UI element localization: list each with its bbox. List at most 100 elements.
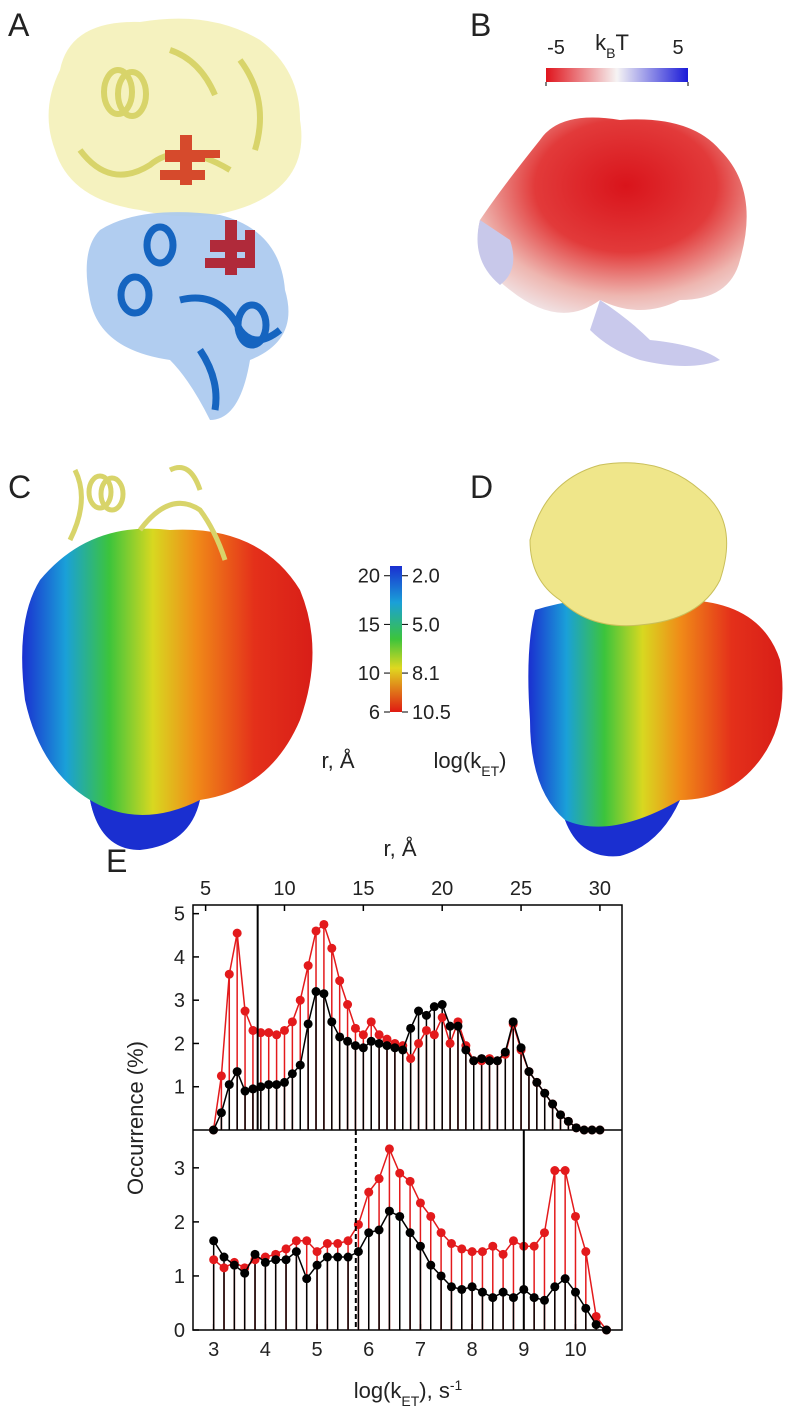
data-point <box>224 969 234 979</box>
x-tick-label: 3 <box>208 1339 219 1361</box>
data-point <box>529 1241 539 1251</box>
data-point <box>445 1038 455 1048</box>
data-point <box>312 1247 322 1257</box>
data-point <box>591 1320 601 1330</box>
data-point <box>539 1228 549 1238</box>
data-point <box>405 1176 415 1186</box>
data-point <box>421 1010 431 1020</box>
data-point <box>571 1123 581 1133</box>
data-point <box>219 1252 229 1262</box>
data-point <box>248 1025 258 1035</box>
data-point <box>240 1086 250 1096</box>
data-point <box>382 1041 392 1051</box>
data-point <box>446 1282 456 1292</box>
data-point <box>279 1025 289 1035</box>
data-point <box>287 1017 297 1027</box>
label-part: B <box>606 45 615 61</box>
data-point <box>436 1228 446 1238</box>
data-point <box>335 1032 345 1042</box>
data-point <box>415 1198 425 1208</box>
data-point <box>437 1000 447 1010</box>
data-point <box>343 1036 353 1046</box>
data-point <box>209 1255 219 1265</box>
data-point <box>548 1099 558 1109</box>
x-tick-label: 15 <box>352 878 374 900</box>
data-point <box>272 1030 282 1040</box>
data-point <box>374 1030 384 1040</box>
data-point <box>335 976 345 986</box>
data-point <box>248 1084 258 1094</box>
panel-b-image <box>477 117 747 366</box>
data-point <box>364 1187 374 1197</box>
data-point <box>219 1263 229 1273</box>
colorbar-tick-label: 15 <box>358 614 380 636</box>
data-point <box>560 1274 570 1284</box>
data-point <box>591 1311 601 1321</box>
x-axis-title: log(kET), s-1 <box>354 1377 463 1409</box>
data-point <box>406 1023 416 1033</box>
label-part: log(k <box>354 1378 403 1403</box>
label-part: ), s <box>419 1378 450 1403</box>
y-tick-label: 2 <box>174 1212 185 1234</box>
data-point <box>532 1077 542 1087</box>
label-part: ET <box>401 1393 419 1409</box>
data-point <box>508 1236 518 1246</box>
data-point <box>395 1211 405 1221</box>
data-point <box>303 961 313 971</box>
data-point <box>303 1019 313 1029</box>
data-point <box>477 1054 487 1064</box>
data-point <box>343 1236 353 1246</box>
data-point <box>295 995 305 1005</box>
label-part: ET <box>481 763 499 779</box>
data-point <box>374 1174 384 1184</box>
data-point <box>229 1260 239 1270</box>
data-point <box>302 1236 312 1246</box>
data-point <box>358 1043 368 1053</box>
data-point <box>350 1023 360 1033</box>
data-point <box>570 1211 580 1221</box>
data-point <box>319 989 329 999</box>
colorbar-tick-label: 5.0 <box>412 614 440 636</box>
colorbar-b <box>546 68 688 82</box>
colorbar-tick-label: 5 <box>672 37 683 59</box>
data-point <box>563 1116 573 1126</box>
data-point <box>457 1284 467 1294</box>
label-part: T <box>615 30 628 55</box>
x-tick-label: 25 <box>510 878 532 900</box>
x-tick-label: 10 <box>273 878 295 900</box>
data-point <box>366 1017 376 1027</box>
data-point <box>560 1166 570 1176</box>
data-point <box>492 1056 502 1066</box>
data-point <box>272 1080 282 1090</box>
data-point <box>209 1236 219 1246</box>
data-point <box>524 1067 534 1077</box>
data-point <box>488 1293 498 1303</box>
y-tick-label: 3 <box>174 990 185 1012</box>
data-point <box>540 1088 550 1098</box>
x-tick-label: 6 <box>363 1339 374 1361</box>
label-part: -1 <box>450 1377 463 1393</box>
colorbar-tick-label: 2.0 <box>412 566 440 588</box>
data-point <box>311 926 321 936</box>
x-tick-label: 9 <box>518 1339 529 1361</box>
data-point <box>295 1060 305 1070</box>
data-point <box>429 1030 439 1040</box>
data-point <box>453 1021 463 1031</box>
data-point <box>281 1255 291 1265</box>
data-point <box>550 1282 560 1292</box>
y-tick-label: 2 <box>174 1033 185 1055</box>
data-point <box>260 1257 270 1267</box>
colorbar-tick-label: 10 <box>358 663 380 685</box>
data-point <box>279 1077 289 1087</box>
y-tick-label: 1 <box>174 1266 185 1288</box>
data-point <box>485 1056 495 1066</box>
panel-label: B <box>470 7 491 43</box>
panel-label: C <box>8 469 31 505</box>
data-point <box>319 919 329 929</box>
data-point <box>343 1252 353 1262</box>
x-tick-label: 4 <box>260 1339 271 1361</box>
colorbar-cd <box>390 566 402 712</box>
colorbar-tick-label: -5 <box>547 37 565 59</box>
data-point <box>405 1228 415 1238</box>
